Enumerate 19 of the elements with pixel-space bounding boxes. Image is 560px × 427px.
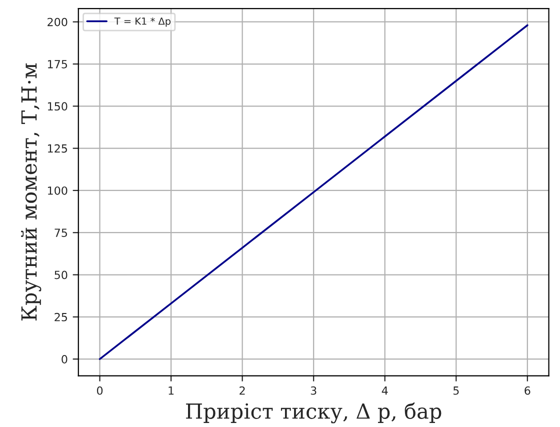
- x-tick-label: 1: [168, 386, 174, 395]
- y-tick-label: 175: [48, 60, 68, 68]
- y-tick-label: 100: [48, 186, 68, 195]
- y-tick-label: 25: [54, 312, 68, 322]
- y-tick-label: 125: [48, 144, 68, 153]
- y-tick-label: 50: [54, 270, 68, 280]
- y-tick-label: 75: [54, 228, 68, 237]
- y-axis-title: Крутний момент, Т,Н·м: [20, 63, 42, 320]
- x-tick-label: 0: [96, 386, 103, 395]
- x-tick-label: 3: [310, 386, 316, 395]
- x-tick-label: 2: [240, 386, 245, 395]
- x-tick-label: 6: [524, 386, 530, 395]
- x-tick-label: 5: [453, 386, 459, 395]
- y-tick-label: 200: [48, 18, 68, 26]
- legend-label: T = K1 * Δp: [114, 17, 171, 27]
- x-axis-title: Приріст тиску, Δ p, бар: [186, 402, 442, 424]
- x-tick-label: 4: [382, 386, 388, 395]
- y-tick-label: 0: [62, 355, 68, 364]
- y-tick-label: 150: [48, 102, 68, 111]
